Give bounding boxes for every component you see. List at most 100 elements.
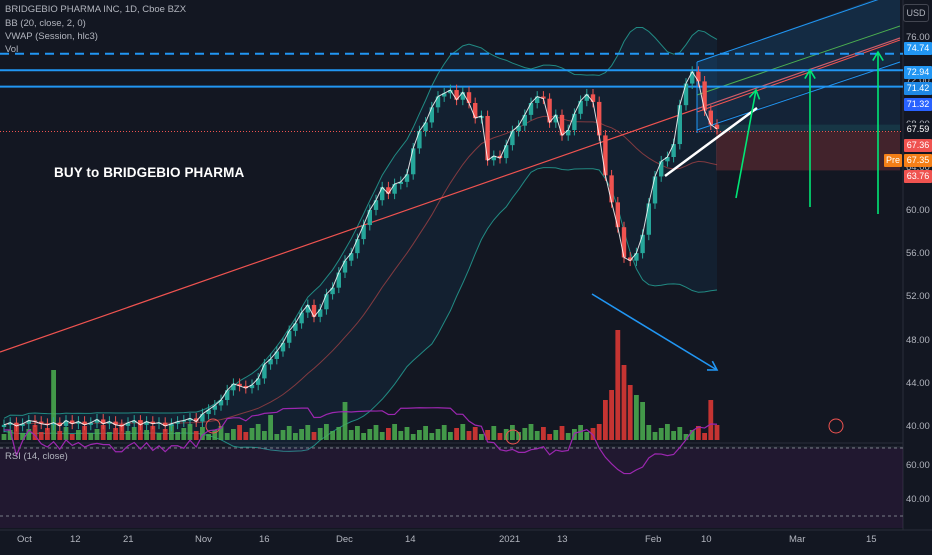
candle-body xyxy=(547,98,552,123)
candle-body xyxy=(454,90,459,100)
volume-bar xyxy=(187,424,193,440)
vwap-line xyxy=(3,70,718,427)
volume-bar xyxy=(367,429,373,440)
candle-body xyxy=(256,378,261,385)
currency-badge[interactable]: USD xyxy=(903,4,929,22)
candle-body xyxy=(187,418,193,421)
candle-body xyxy=(435,96,441,108)
candle-body xyxy=(88,422,93,425)
volume-bar xyxy=(460,424,466,440)
vwap-legend[interactable]: VWAP (Session, hlc3) xyxy=(5,31,98,42)
volume-bar xyxy=(410,434,416,440)
candle-body xyxy=(621,227,627,258)
volume-bar xyxy=(522,428,528,440)
candle-body xyxy=(516,125,521,132)
price-tag: 67.36 xyxy=(904,139,932,152)
time-tick: Nov xyxy=(195,534,212,545)
candle-body xyxy=(175,421,180,424)
candle-body xyxy=(448,90,453,94)
candle-body xyxy=(138,420,143,425)
candle-body xyxy=(535,96,540,103)
volume-bar xyxy=(243,432,249,440)
candle-body xyxy=(423,122,428,132)
rsi-line xyxy=(4,407,718,475)
volume-bar xyxy=(652,432,658,440)
volume-bar xyxy=(559,426,565,440)
price-tag: 63.76 xyxy=(904,170,932,183)
volume-bar xyxy=(541,427,546,440)
target-arrow-2-head xyxy=(804,68,816,79)
rsi-legend[interactable]: RSI (14, close) xyxy=(5,451,68,462)
volume-bar xyxy=(404,427,410,440)
volume-bar xyxy=(472,427,478,440)
candle-body xyxy=(504,145,509,159)
volume-bar xyxy=(218,426,224,440)
support-trendline xyxy=(664,106,758,178)
decline-arrow xyxy=(591,293,718,371)
candle-body xyxy=(70,420,75,424)
volume-bar xyxy=(665,424,670,440)
volume-bar xyxy=(683,434,689,440)
time-tick: Dec xyxy=(336,534,353,545)
volume-bar xyxy=(82,426,87,440)
candle-body xyxy=(63,420,69,426)
candle-body xyxy=(659,161,664,177)
volume-bar xyxy=(69,434,75,440)
volume-bar xyxy=(379,432,385,440)
rsi-band xyxy=(0,448,903,528)
candle-body xyxy=(125,422,131,426)
volume-bar xyxy=(100,425,106,440)
candle-body xyxy=(671,144,676,157)
candle-body xyxy=(361,225,366,240)
candle-body xyxy=(683,83,689,106)
candle-body xyxy=(144,421,149,425)
channel-mid-red xyxy=(696,39,901,113)
candle-body xyxy=(677,105,682,145)
target-arrow-3-head xyxy=(872,50,884,61)
candle-body xyxy=(541,96,546,99)
volume-bar xyxy=(330,431,335,440)
target-arrow-1-head xyxy=(748,88,761,100)
candle-body xyxy=(318,309,323,317)
vol-legend[interactable]: Vol xyxy=(5,44,19,55)
volume-bar xyxy=(621,365,627,440)
symbol-legend[interactable]: BRIDGEBIO PHARMA INC, 1D, Cboe BZX xyxy=(5,4,187,15)
volume-bar xyxy=(386,428,391,440)
candle-body xyxy=(293,323,298,331)
time-tick: 13 xyxy=(557,534,568,545)
volume-bar xyxy=(584,432,590,440)
candle-body xyxy=(225,390,230,400)
volume-bar xyxy=(714,425,720,440)
candle-body xyxy=(212,405,217,410)
volume-bar xyxy=(249,428,255,440)
volume-bar xyxy=(51,370,56,440)
decline-arrow-head xyxy=(706,360,719,371)
price-tag: 71.32 xyxy=(904,98,932,111)
candle-body xyxy=(404,174,410,182)
candle-body xyxy=(324,294,329,310)
volume-bar xyxy=(534,431,540,440)
candle-body xyxy=(510,131,515,146)
bb-legend[interactable]: BB (20, close, 2, 0) xyxy=(5,18,86,29)
candle-body xyxy=(163,422,168,426)
price-tick: 52.00 xyxy=(906,291,930,303)
volume-bar xyxy=(268,415,273,440)
candle-body xyxy=(411,148,416,175)
volume-bar xyxy=(162,429,168,440)
rsi-tick: 40.00 xyxy=(906,494,930,505)
volume-bar xyxy=(94,429,100,440)
volume-bar xyxy=(38,432,44,440)
volume-bar xyxy=(131,427,137,440)
price-tick: 44.00 xyxy=(906,377,930,389)
candle-body xyxy=(14,422,19,426)
volume-bar xyxy=(169,425,174,440)
volume-bar xyxy=(671,431,676,440)
candle-body xyxy=(231,383,236,391)
volume-bar xyxy=(596,424,602,440)
candle-body xyxy=(429,107,434,123)
candle-body xyxy=(528,103,534,115)
candle-body xyxy=(665,157,670,162)
time-tick: Mar xyxy=(789,534,806,545)
